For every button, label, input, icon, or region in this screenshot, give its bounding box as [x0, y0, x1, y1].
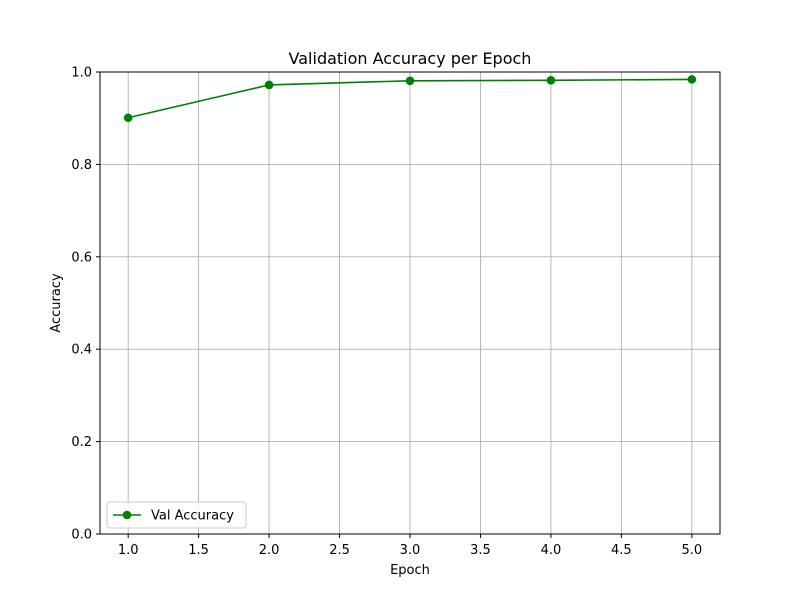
- x-tick-label: 2.5: [329, 543, 350, 558]
- x-tick-label: 5.0: [681, 543, 702, 558]
- chart-title: Validation Accuracy per Epoch: [289, 49, 532, 68]
- y-axis-label: Accuracy: [49, 273, 64, 333]
- x-tick-label: 4.0: [541, 543, 562, 558]
- data-point: [405, 76, 415, 86]
- y-tick-label: 0.2: [71, 435, 92, 450]
- y-tick-label: 1.0: [71, 66, 92, 81]
- y-tick-label: 0.6: [71, 250, 92, 265]
- legend: Val Accuracy: [106, 501, 247, 529]
- legend-label: Val Accuracy: [151, 509, 234, 524]
- legend-marker: [122, 510, 132, 520]
- x-tick-label: 3.5: [470, 543, 491, 558]
- legend-box: [106, 501, 247, 529]
- x-tick-label: 2.0: [259, 543, 280, 558]
- y-tick-label: 0.4: [71, 343, 92, 358]
- x-tick-label: 4.5: [611, 543, 632, 558]
- x-tick-label: 3.0: [400, 543, 421, 558]
- x-tick-label: 1.0: [118, 543, 139, 558]
- grid-lines: [100, 71, 720, 535]
- x-axis-label: Epoch: [390, 563, 430, 578]
- data-point: [546, 76, 556, 85]
- y-tick-label: 0.0: [71, 528, 92, 543]
- x-tick-label: 1.5: [188, 543, 209, 558]
- data-point: [687, 75, 697, 84]
- data-point: [123, 113, 133, 123]
- series-layer: [123, 75, 697, 123]
- y-tick-label: 0.8: [71, 158, 92, 173]
- data-point: [264, 80, 274, 90]
- axis-ticks: 1.0 1.5 2.0 2.5 3.0 3.5 4.0 4.5 5.0 0.0 0.2 0.4 0.6 0…: [71, 66, 702, 559]
